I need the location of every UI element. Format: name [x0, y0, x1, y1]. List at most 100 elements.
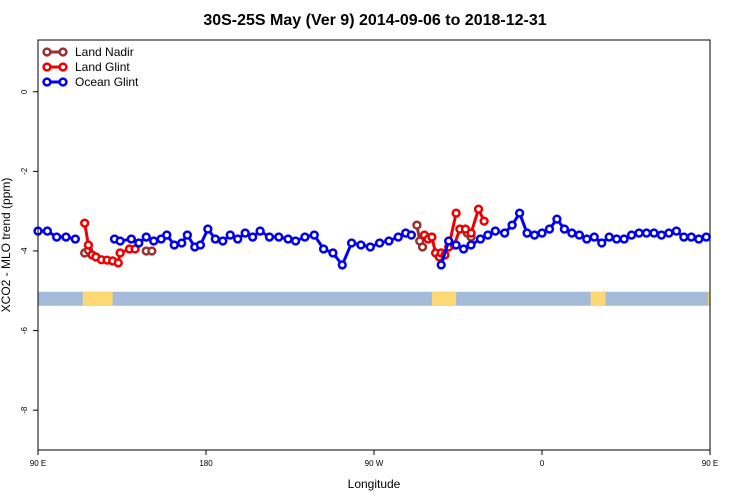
data-point [473, 204, 484, 214]
data-point [115, 236, 125, 246]
data-point [475, 234, 486, 244]
chart-title: 30S-25S May (Ver 9) 2014-09-06 to 2018-1… [203, 12, 546, 29]
data-point [70, 234, 80, 244]
data-point [406, 230, 416, 240]
legend-swatch-marker [42, 62, 52, 72]
y-tick-label: 0 [20, 89, 29, 94]
data-point [147, 246, 157, 256]
data-point [522, 228, 532, 238]
x-axis: 90 E 180 90 W 0 90 E [30, 450, 718, 468]
data-point [634, 228, 644, 238]
data-point [162, 230, 172, 240]
data-point [346, 238, 357, 248]
legend-item-land-glint: Land Glint [42, 60, 130, 74]
series-ocean-glint [33, 208, 711, 270]
legend-item-ocean-glint: Ocean Glint [42, 75, 139, 89]
data-point [451, 240, 461, 250]
data-point [544, 224, 555, 234]
data-point [490, 226, 500, 236]
data-point [218, 236, 228, 246]
data-point [182, 230, 192, 240]
legend-label: Land Nadir [75, 45, 134, 59]
data-point [574, 230, 584, 240]
data-point [169, 240, 179, 250]
data-point [483, 230, 493, 240]
data-point [42, 226, 52, 236]
y-axis-label: XCO2 - MLO trend (ppm) [0, 178, 13, 313]
data-point [589, 232, 599, 242]
data-point [141, 232, 151, 242]
data-point [641, 228, 652, 238]
data-point [113, 258, 123, 268]
data-point [412, 220, 422, 230]
data-point [479, 216, 489, 226]
x-tick-label: 90 E [702, 459, 718, 468]
x-axis-label: Longitude [348, 477, 401, 491]
data-point [195, 240, 206, 250]
series-land-glint [80, 204, 489, 268]
data-point [567, 228, 577, 238]
data-point [582, 234, 592, 244]
data-point [240, 228, 250, 238]
data-point [514, 208, 525, 218]
data-point [203, 224, 213, 234]
data-point [686, 232, 696, 242]
data-point [365, 242, 375, 252]
y-tick-label: -8 [20, 406, 29, 414]
data-point [384, 236, 394, 246]
data-point [552, 214, 562, 224]
data-point [225, 230, 235, 240]
data-point [80, 218, 90, 228]
data-point [458, 244, 469, 254]
data-point [283, 234, 293, 244]
data-point [233, 234, 243, 244]
data-point [177, 238, 187, 248]
data-point [466, 228, 476, 238]
data-point [248, 232, 258, 242]
y-tick-label: -2 [20, 167, 29, 175]
data-point [328, 248, 338, 258]
legend-item-land-nadir: Land Nadir [42, 45, 134, 59]
data-point [61, 232, 71, 242]
data-point [619, 234, 629, 244]
data-point [115, 248, 125, 258]
data-point [597, 238, 607, 248]
data-point [559, 224, 570, 234]
data-point [649, 228, 659, 238]
legend-label: Ocean Glint [75, 75, 139, 89]
data-point [466, 240, 476, 250]
x-tick-label: 90 W [365, 459, 384, 468]
series-line [439, 211, 566, 266]
data-point [500, 228, 510, 238]
data-point [318, 244, 329, 254]
data-point [52, 232, 62, 242]
y-tick-label: -4 [20, 247, 29, 255]
legend-swatch-marker [42, 47, 52, 57]
data-point [664, 228, 674, 238]
legend-swatch-marker [58, 62, 68, 72]
data-point [300, 232, 310, 242]
data-point [255, 226, 265, 236]
data-point [356, 240, 366, 250]
data-point [374, 238, 385, 248]
legend-swatch-marker [58, 77, 68, 87]
data-point [671, 226, 682, 236]
y-tick-label: -6 [20, 326, 29, 334]
legend-swatch-marker [42, 77, 52, 87]
data-point [679, 232, 689, 242]
data-point [417, 242, 428, 252]
data-point [444, 236, 454, 246]
data-point [612, 234, 622, 244]
data-point [83, 240, 94, 250]
data-point [701, 232, 711, 242]
data-point [126, 234, 136, 244]
data-point [210, 234, 220, 244]
x-tick-label: 180 [199, 459, 213, 468]
data-point [507, 220, 517, 230]
data-point [337, 260, 347, 270]
data-point [604, 232, 614, 242]
data-point [436, 260, 446, 270]
data-point [694, 234, 704, 244]
